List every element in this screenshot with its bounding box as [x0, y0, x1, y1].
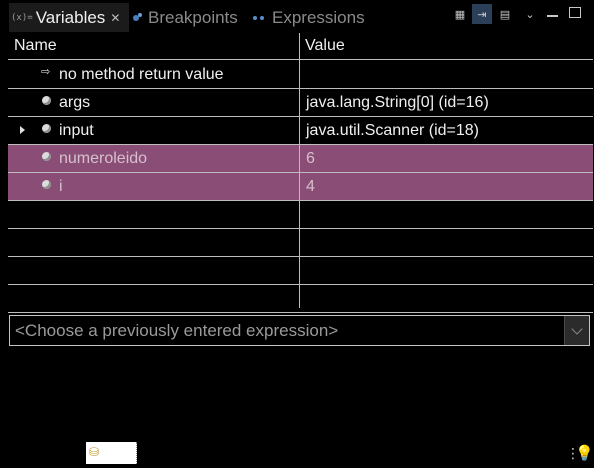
header-divider — [8, 59, 593, 60]
view-tab-bar: (x)= Variables ✕ Breakpoints Expressions… — [0, 0, 594, 33]
local-variable-icon — [42, 124, 51, 133]
variables-tree-table[interactable]: Name Value ⇨ no method return value args… — [8, 33, 593, 313]
variable-name: args — [59, 94, 91, 111]
expression-combo[interactable]: <Choose a previously entered expression> — [9, 315, 590, 346]
row-divider — [8, 312, 593, 313]
variable-name: input — [59, 122, 94, 139]
collapse-all-icon: ⇥ — [477, 7, 487, 21]
empty-row — [8, 229, 593, 257]
column-divider[interactable] — [299, 33, 300, 308]
lightbulb-icon[interactable]: 💡 — [575, 444, 594, 462]
view-menu-button[interactable]: ⌄ — [520, 4, 540, 24]
variable-value: java.util.Scanner (id=18) — [306, 122, 479, 139]
table-row[interactable]: args java.lang.String[0] (id=16) — [8, 89, 593, 117]
chevron-down-icon — [571, 322, 583, 335]
expression-dropdown-button[interactable] — [564, 316, 589, 345]
row-divider — [8, 284, 593, 285]
expression-input-placeholder[interactable]: <Choose a previously entered expression> — [15, 321, 339, 340]
tab-breakpoints-label: Breakpoints — [148, 7, 238, 27]
local-variable-icon — [42, 96, 51, 105]
status-icon: ⛁ — [89, 445, 100, 459]
breakpoints-icon — [133, 12, 143, 23]
column-header-value[interactable]: Value — [305, 37, 345, 54]
column-header-name[interactable]: Name — [14, 37, 57, 54]
empty-row — [8, 285, 593, 313]
table-row-selected[interactable]: numeroleido 6 — [8, 145, 593, 173]
row-divider — [8, 88, 593, 89]
row-divider — [8, 256, 593, 257]
layout-icon: ▤ — [499, 7, 511, 21]
variable-name: no method return value — [59, 66, 224, 83]
variable-value: 6 — [306, 150, 315, 167]
show-type-names-icon: ▦ — [454, 7, 466, 21]
empty-row — [8, 201, 593, 229]
show-type-names-button[interactable]: ▦ — [450, 4, 470, 24]
local-variable-icon — [42, 180, 51, 189]
empty-row — [8, 257, 593, 285]
table-row-selected[interactable]: i 4 — [8, 173, 593, 201]
row-divider — [8, 116, 593, 117]
variable-value: java.lang.String[0] (id=16) — [306, 94, 489, 111]
tab-breakpoints[interactable]: Breakpoints — [131, 3, 249, 32]
minimize-icon[interactable] — [547, 15, 558, 17]
tab-expressions-label: Expressions — [272, 7, 365, 27]
variable-name: i — [59, 178, 63, 195]
variables-icon: (x)= — [11, 12, 33, 23]
row-divider — [8, 172, 593, 173]
tab-variables-label: Variables — [35, 7, 106, 27]
close-icon[interactable]: ✕ — [110, 10, 121, 25]
row-divider — [8, 200, 593, 201]
variable-value: 4 — [306, 178, 315, 195]
view-menu-icon: ⌄ — [525, 7, 535, 21]
expressions-icon — [253, 14, 266, 22]
method-return-icon: ⇨ — [41, 65, 51, 78]
table-row[interactable]: ⇨ no method return value — [8, 61, 593, 89]
expand-arrow-icon[interactable] — [20, 126, 25, 134]
variable-name: numeroleido — [59, 150, 148, 167]
more-options-icon[interactable]: ⋮ — [566, 446, 580, 462]
status-widget[interactable]: ⛁ — [86, 442, 137, 464]
layout-button[interactable]: ▤ — [495, 4, 515, 24]
row-divider — [8, 228, 593, 229]
collapse-all-button[interactable]: ⇥ — [472, 4, 492, 24]
tab-variables[interactable]: (x)= Variables ✕ — [9, 3, 129, 32]
local-variable-icon — [42, 152, 51, 161]
tab-expressions[interactable]: Expressions — [251, 3, 368, 32]
maximize-icon[interactable] — [569, 7, 581, 18]
row-divider — [8, 144, 593, 145]
table-row[interactable]: input java.util.Scanner (id=18) — [8, 117, 593, 145]
